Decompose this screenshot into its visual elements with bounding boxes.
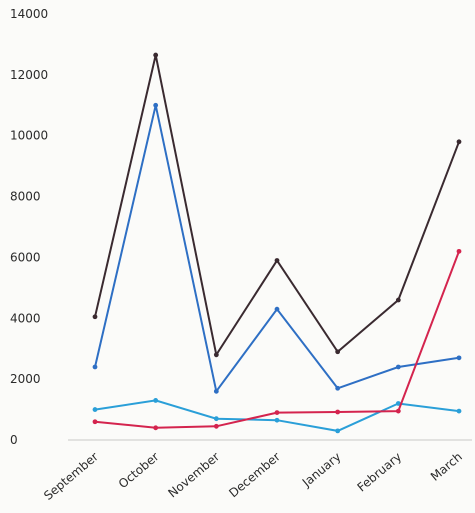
data-point	[274, 410, 280, 416]
data-point	[153, 425, 159, 431]
data-point	[153, 398, 159, 403]
x-tick-label: February	[355, 450, 405, 495]
series-layer	[92, 52, 462, 434]
data-point	[456, 248, 462, 254]
data-point	[153, 52, 159, 58]
x-axis: September October November December January F…	[41, 450, 465, 503]
series-2	[92, 102, 462, 394]
data-point	[456, 355, 462, 361]
data-point	[335, 428, 341, 434]
series-3	[92, 398, 462, 434]
y-tick-label: 2000	[10, 372, 41, 386]
data-point	[153, 102, 159, 108]
data-point	[395, 408, 401, 414]
data-point	[335, 409, 341, 415]
x-tick-label: September	[41, 450, 101, 503]
data-point	[274, 258, 280, 263]
y-tick-label: 6000	[10, 250, 41, 264]
data-point	[213, 352, 219, 358]
data-point	[92, 364, 98, 370]
x-tick-label: January	[299, 450, 344, 491]
data-point	[335, 385, 341, 391]
y-tick-label: 14000	[10, 7, 48, 21]
y-tick-label: 4000	[10, 311, 41, 325]
data-point	[92, 419, 98, 425]
y-tick-label: 12000	[10, 68, 48, 82]
series-4	[92, 248, 462, 431]
y-axis: 0 2000 4000 6000 8000 10000 12000 14000	[10, 7, 48, 447]
data-point	[335, 349, 341, 355]
y-tick-label: 10000	[10, 129, 48, 143]
y-tick-label: 8000	[10, 190, 41, 204]
data-point	[92, 314, 98, 320]
series-1	[92, 52, 462, 358]
x-tick-label: December	[226, 450, 283, 501]
x-tick-label: October	[116, 450, 162, 492]
x-tick-label: November	[165, 450, 222, 501]
data-point	[456, 139, 462, 145]
data-point	[395, 297, 401, 303]
y-tick-label: 0	[10, 433, 18, 447]
data-point	[213, 416, 219, 422]
data-point	[395, 401, 401, 406]
data-point	[395, 364, 401, 370]
data-point	[456, 408, 462, 414]
data-point	[274, 417, 280, 423]
data-point	[213, 423, 219, 429]
data-point	[92, 407, 98, 412]
series-line	[94, 105, 460, 394]
x-tick-label: March	[428, 450, 465, 484]
data-point	[213, 388, 219, 394]
data-point	[274, 306, 280, 312]
